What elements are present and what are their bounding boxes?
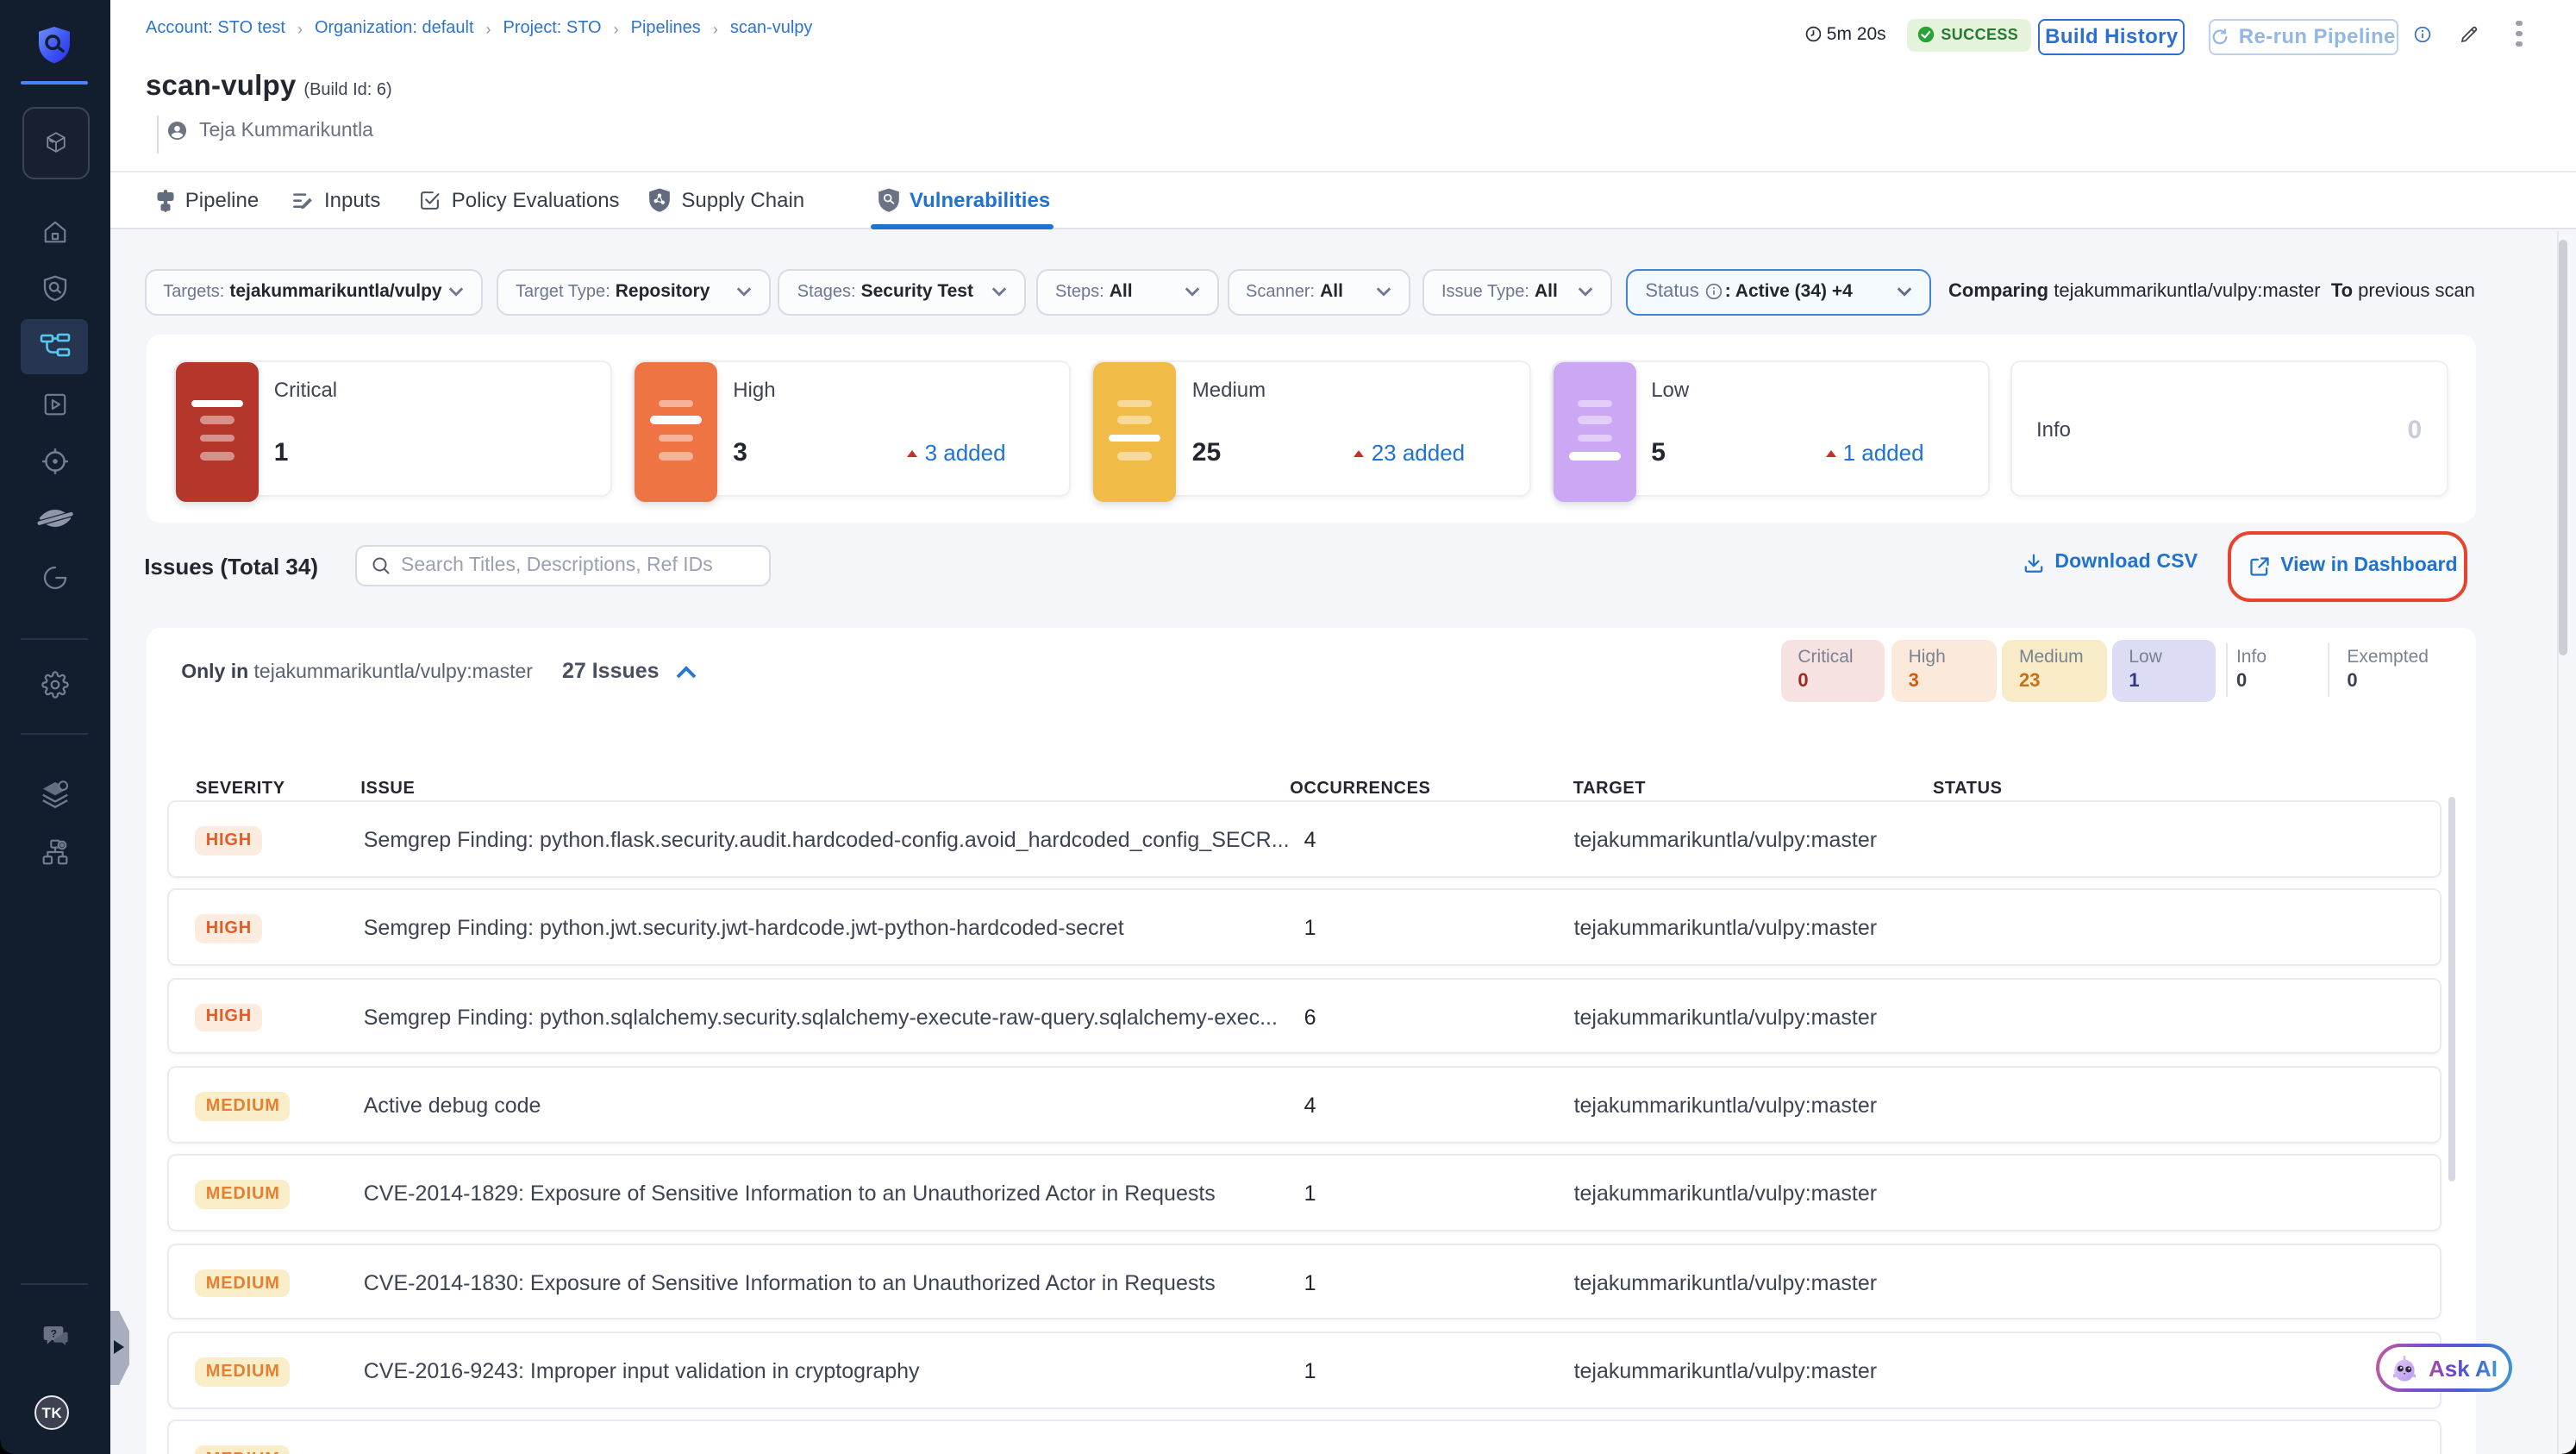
svg-text:?: ? [51,1328,57,1340]
